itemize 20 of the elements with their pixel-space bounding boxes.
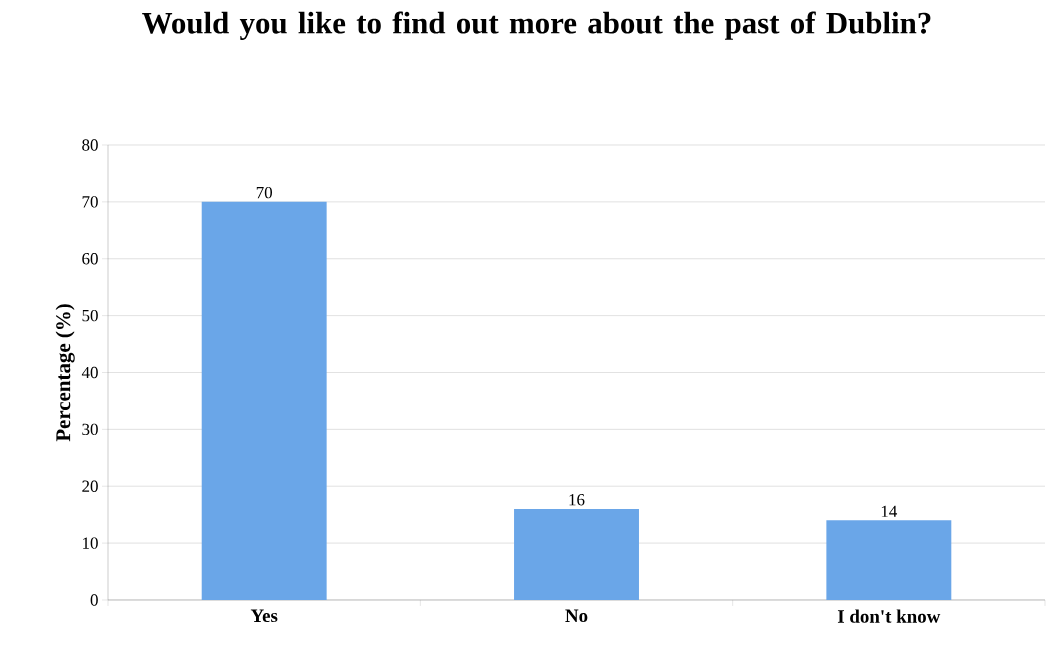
y-tick-label: 50: [82, 309, 98, 322]
y-tick-label: 10: [83, 537, 98, 549]
y-tick-label: 70: [82, 196, 98, 208]
y-tick-label: 80: [82, 139, 98, 151]
x-tick-label: Yes: [250, 609, 278, 623]
chart-title: Would you like to find out more about the past of Dublin?: [142, 11, 931, 40]
data-label: 16: [569, 494, 585, 506]
bar: [826, 520, 952, 600]
bar: [201, 201, 327, 600]
data-label: 70: [256, 186, 272, 199]
y-tick-label: 0: [90, 594, 98, 606]
y-tick-label: 20: [82, 480, 98, 492]
data-label: 14: [881, 505, 898, 517]
x-tick-label: I don't know: [837, 609, 941, 623]
bar: [514, 508, 639, 600]
y-tick-label: 40: [81, 366, 98, 379]
x-tick-label: No: [565, 609, 588, 623]
y-tick-label: 60: [82, 253, 98, 265]
y-tick-label: 30: [82, 423, 98, 436]
y-axis-title: Percentage (%): [55, 304, 75, 442]
